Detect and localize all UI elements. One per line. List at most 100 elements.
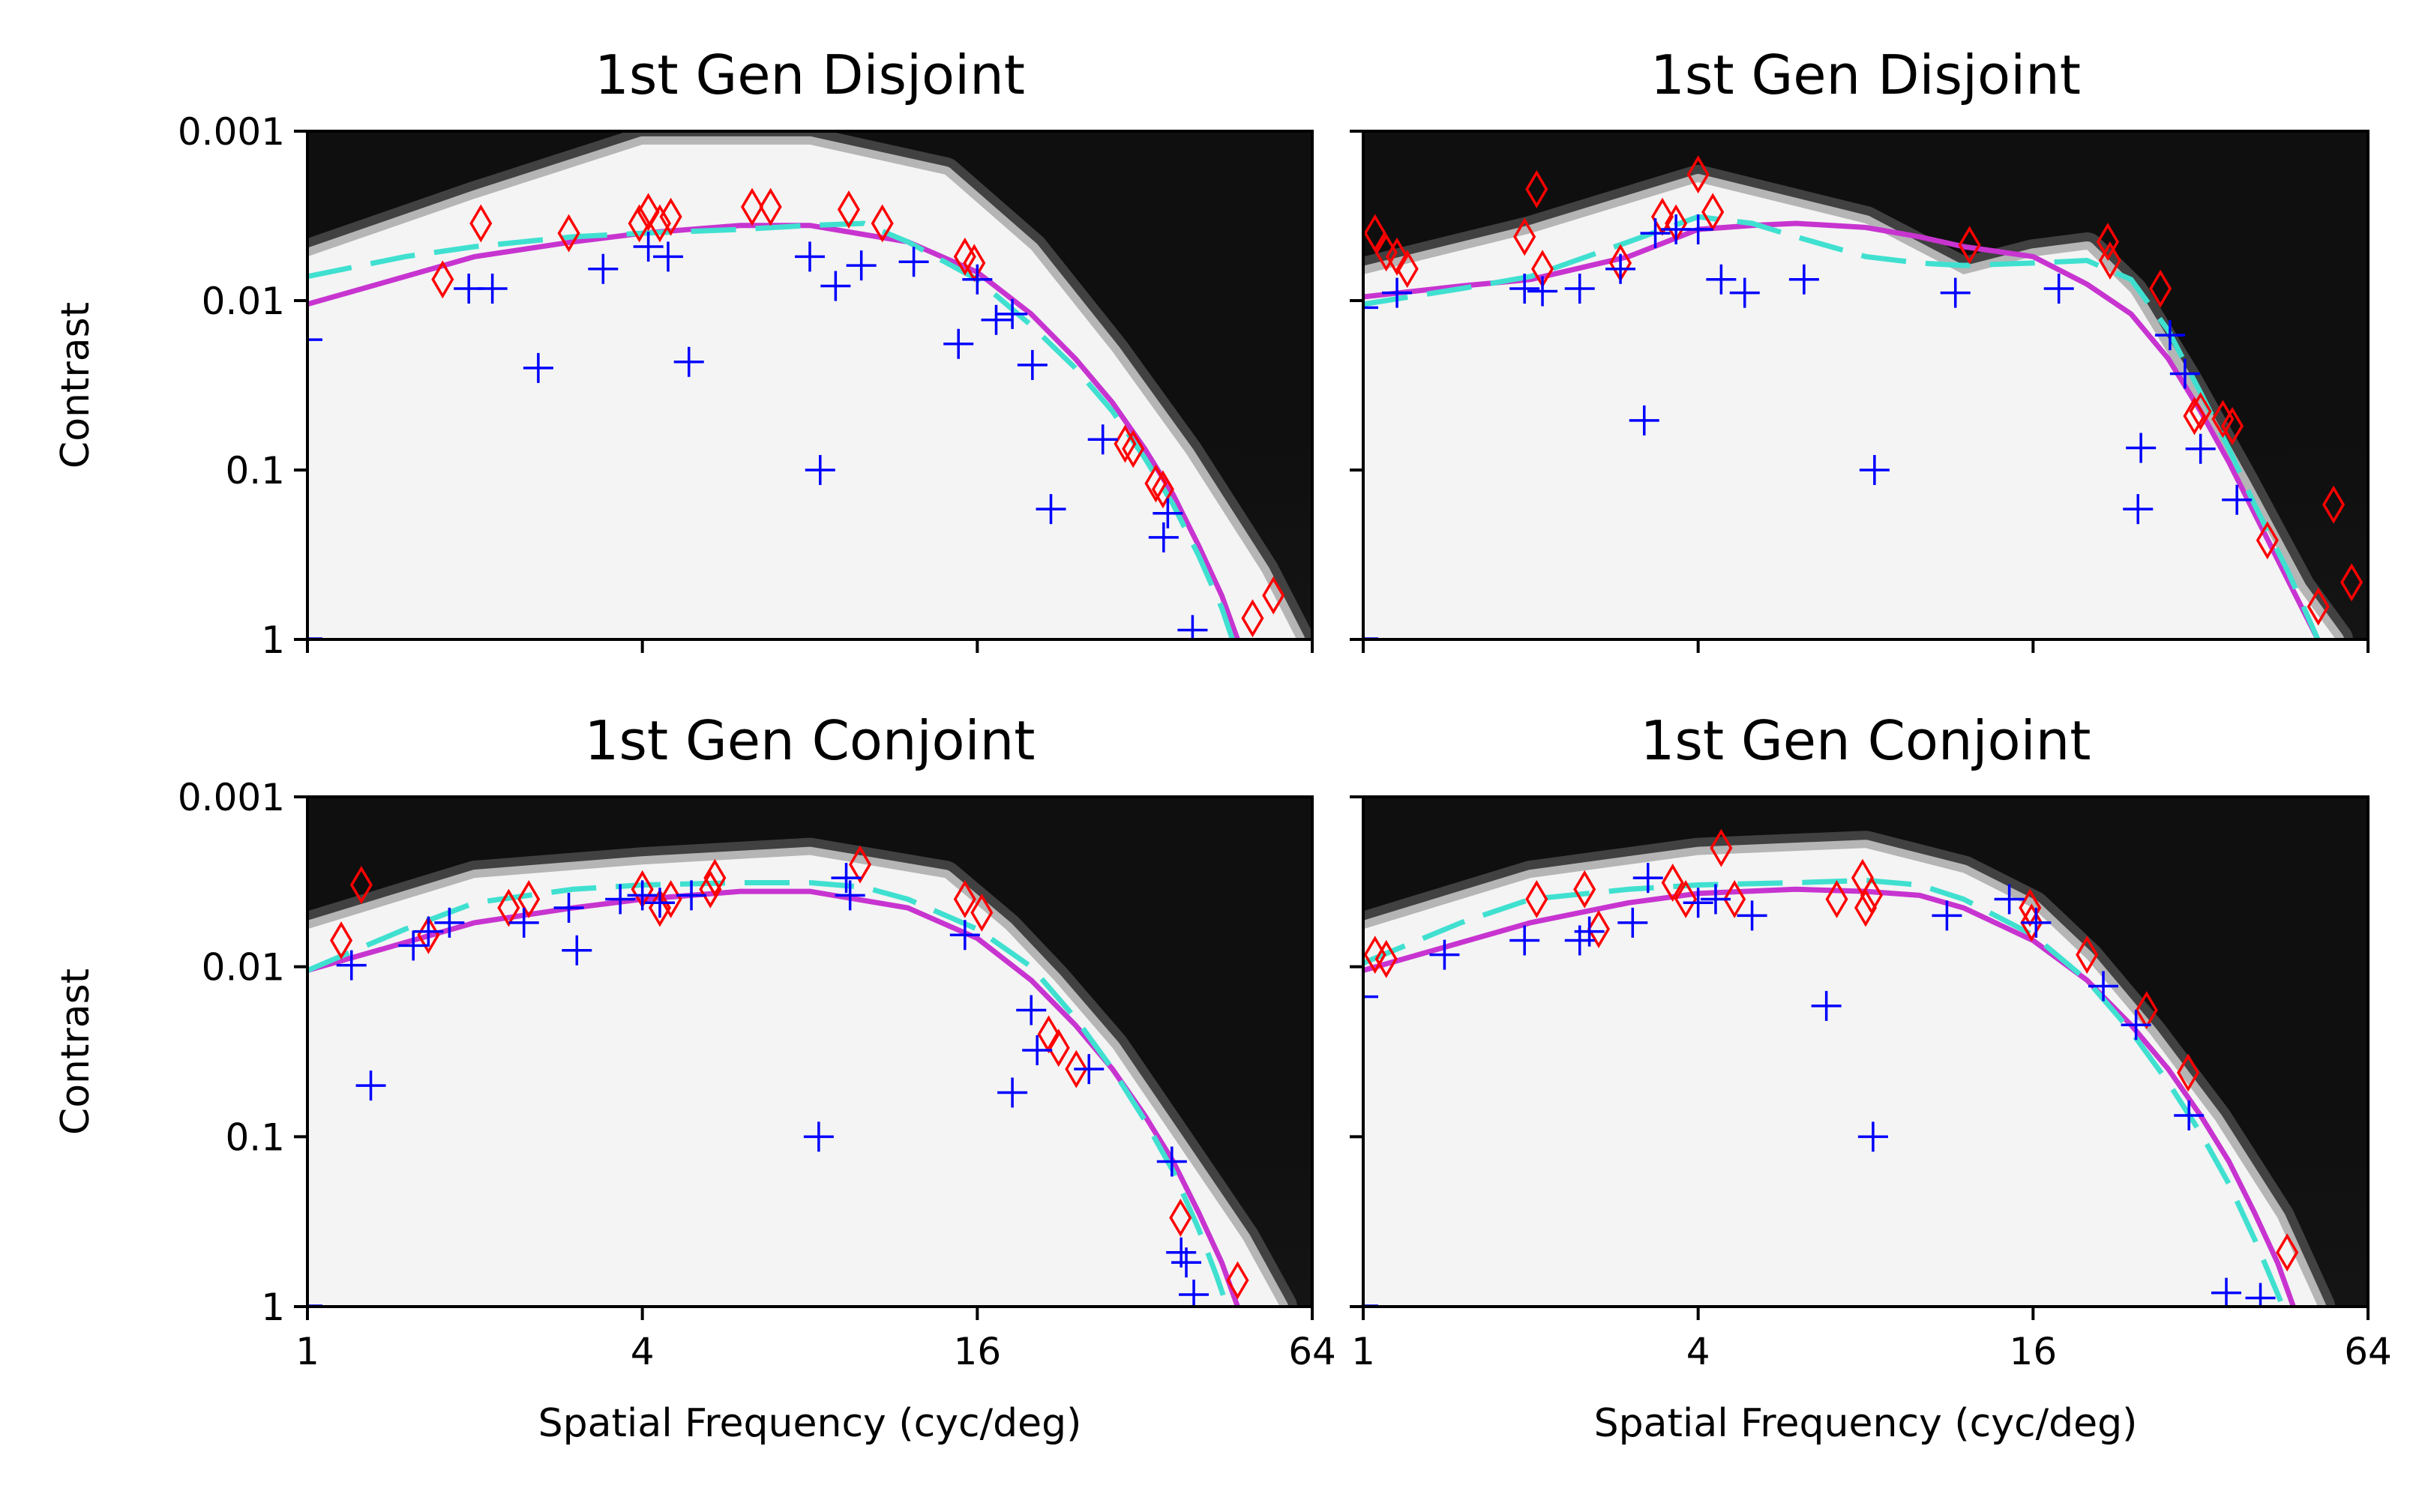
data-point-plus [1788, 264, 1819, 295]
data-point-diamond [1587, 909, 1611, 948]
plot-area [307, 131, 1312, 639]
data-point-diamond [2019, 888, 2042, 927]
data-point-diamond [1262, 576, 1285, 615]
data-point-plus [1564, 274, 1595, 304]
data-point-plus [307, 325, 322, 355]
data-point-plus [1932, 900, 1962, 931]
data-point-plus [588, 253, 619, 284]
data-point-plus [1022, 1035, 1053, 1066]
y-axis-label: Contrast [53, 302, 98, 469]
plot-area [1363, 131, 2368, 639]
data-point-plus [1527, 276, 1558, 307]
panel-title: 1st Gen Conjoint [1641, 709, 2091, 772]
data-point-plus [1683, 214, 1713, 245]
y-tick-label-0-1: 0.1 [225, 1115, 285, 1159]
data-point-plus [633, 231, 664, 262]
data-point-plus [673, 346, 704, 377]
panel-title: 1st Gen Conjoint [585, 709, 1036, 772]
data-point-plus [1857, 1121, 1888, 1152]
data-point-plus [1036, 494, 1066, 525]
data-point-diamond [871, 204, 894, 243]
data-point-plus [2169, 358, 2200, 389]
data-point-diamond [1525, 880, 1548, 918]
data-point-plus [943, 328, 974, 359]
x-axis-label: Spatial Frequency (cyc/deg) [1594, 1401, 2138, 1446]
data-point-plus [1156, 1146, 1187, 1177]
data-point-plus [835, 880, 865, 911]
data-point-plus [1509, 925, 1540, 956]
data-point-diamond [703, 858, 727, 897]
y-tick-label-0-01: 0.01 [202, 280, 285, 323]
data-point-plus [355, 1070, 386, 1101]
data-point-plus [398, 930, 429, 961]
data-point-plus [605, 884, 636, 915]
x-axis-label: Spatial Frequency (cyc/deg) [538, 1401, 1082, 1446]
data-point-diamond [1674, 880, 1698, 918]
data-point-plus [508, 907, 539, 938]
data-point-plus [1737, 900, 1767, 931]
data-point-diamond [759, 187, 782, 226]
data-point-plus [1706, 264, 1737, 295]
data-point-plus [1171, 1247, 1202, 1278]
data-point-diamond [1363, 214, 1386, 253]
heatmap-light-region [307, 144, 1297, 639]
data-point-plus [1179, 1280, 1210, 1307]
data-point-plus [1382, 277, 1413, 308]
data-point-diamond [431, 260, 454, 299]
data-point-plus [1574, 916, 1605, 947]
data-point-plus [627, 880, 658, 911]
data-point-diamond [1047, 1028, 1070, 1067]
data-point-diamond [2098, 241, 2121, 280]
data-point-plus [1605, 253, 1636, 284]
data-point-diamond [837, 190, 860, 229]
data-point-plus [1177, 615, 1208, 639]
data-point-diamond [2183, 397, 2206, 436]
data-point-diamond [2340, 563, 2364, 602]
data-point-diamond [1825, 880, 1848, 918]
data-point-diamond [2076, 936, 2099, 975]
data-point-plus [1859, 455, 1890, 485]
data-point-plus [676, 880, 707, 911]
data-point-plus [1683, 888, 1713, 918]
data-point-diamond [2135, 991, 2158, 1029]
y-axis-label: Contrast [53, 969, 98, 1135]
data-point-diamond [1525, 169, 1548, 208]
data-point-diamond [1226, 1261, 1249, 1300]
data-point-plus [1629, 405, 1659, 436]
data-point-plus [2222, 484, 2253, 515]
y-tick-label-0-1: 0.1 [225, 449, 285, 493]
data-point-diamond [1513, 217, 1536, 256]
data-point-diamond [699, 870, 722, 909]
model-fit-curve-dashed [307, 880, 1230, 1307]
data-point-diamond [637, 193, 660, 232]
model-fit-curve-solid [1363, 886, 2296, 1307]
data-point-plus [2174, 1100, 2205, 1131]
data-point-plus [1700, 884, 1731, 915]
data-point-plus [2088, 971, 2119, 1002]
data-point-plus [898, 247, 929, 277]
chart-panel-2: 1st Gen Disjoint [1350, 43, 2370, 653]
data-point-diamond [740, 187, 764, 226]
data-point-plus [1153, 498, 1183, 528]
data-point-diamond [1710, 828, 1733, 867]
data-point-diamond [417, 915, 440, 954]
model-fit-curve-solid [307, 888, 1240, 1307]
data-point-plus [997, 1077, 1028, 1108]
data-point-diamond [2189, 392, 2212, 431]
data-point-diamond [2322, 485, 2346, 524]
data-point-plus [653, 241, 684, 272]
heatmap-light-region [1363, 182, 2336, 639]
y-tick-label-1: 1 [261, 618, 285, 662]
data-point-diamond [1144, 464, 1168, 503]
data-point-diamond [1065, 1049, 1088, 1088]
data-point-plus [2043, 274, 2074, 304]
data-point-plus [2123, 494, 2154, 525]
data-point-diamond [970, 893, 994, 932]
data-point-diamond [1151, 470, 1174, 509]
data-point-plus [962, 264, 993, 295]
data-point-diamond [848, 845, 872, 884]
data-point-plus [795, 241, 825, 272]
data-point-diamond [2221, 406, 2244, 445]
chart-panel-4: 1 4 16 64 1st Gen Conjoint Spatial Frequency … [1350, 709, 2392, 1446]
